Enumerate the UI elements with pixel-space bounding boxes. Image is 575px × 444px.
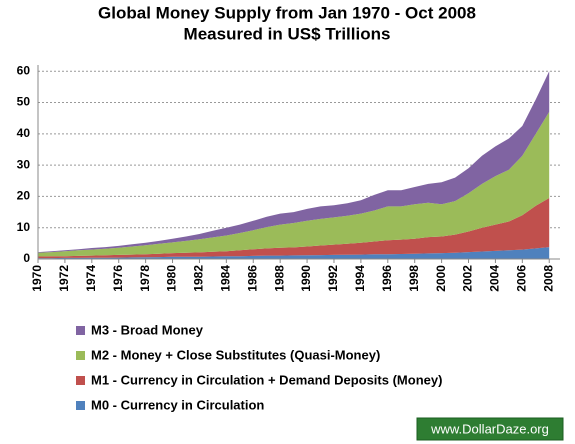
x-tick-label: 1996	[380, 265, 394, 292]
x-tick-label: 1984	[219, 265, 233, 292]
y-tick-label: 0	[23, 251, 30, 265]
x-tick-label: 1978	[138, 265, 152, 292]
legend-label: M3 - Broad Money	[91, 322, 204, 337]
legend-label: M2 - Money + Close Substitutes (Quasi-Mo…	[91, 347, 380, 362]
x-tick-label: 1974	[84, 265, 98, 292]
y-tick-label: 20	[17, 189, 31, 203]
y-tick-label: 30	[17, 157, 31, 171]
watermark: www.DollarDaze.org	[430, 421, 549, 436]
y-tick-label: 60	[17, 63, 31, 77]
y-tick-label: 50	[17, 95, 31, 109]
chart-subtitle: Measured in US$ Trillions	[184, 24, 391, 43]
legend-swatch	[76, 401, 85, 410]
legend-label: M0 - Currency in Circulation	[91, 397, 264, 412]
x-tick-label: 1980	[165, 265, 179, 292]
x-tick-label: 1982	[192, 265, 206, 292]
x-tick-label: 2004	[488, 265, 502, 292]
watermark-box	[416, 417, 564, 441]
chart-title: Global Money Supply from Jan 1970 - Oct …	[98, 3, 476, 22]
x-tick-label: 1988	[272, 265, 286, 292]
area	[38, 71, 550, 253]
legend-swatch	[76, 376, 85, 385]
legend-swatch	[76, 326, 85, 335]
x-tick-label: 2006	[515, 265, 529, 292]
x-tick-label: 1972	[57, 265, 71, 292]
x-tick-label: 2008	[541, 265, 555, 292]
y-tick-label: 10	[17, 220, 31, 234]
area	[38, 111, 550, 257]
x-tick-label: 1970	[30, 265, 44, 292]
x-tick-label: 2000	[434, 265, 448, 292]
x-tick-label: 1994	[353, 265, 367, 292]
legend-swatch	[76, 351, 85, 360]
x-tick-label: 1998	[407, 265, 421, 292]
x-tick-label: 1976	[111, 265, 125, 292]
x-tick-label: 1992	[326, 265, 340, 292]
x-tick-label: 1990	[299, 265, 313, 292]
area	[38, 247, 550, 259]
x-tick-label: 1986	[245, 265, 259, 292]
y-tick-label: 40	[17, 126, 31, 140]
area	[38, 198, 550, 259]
legend-label: M1 - Currency in Circulation + Demand De…	[91, 372, 442, 387]
x-tick-label: 2002	[461, 265, 475, 292]
